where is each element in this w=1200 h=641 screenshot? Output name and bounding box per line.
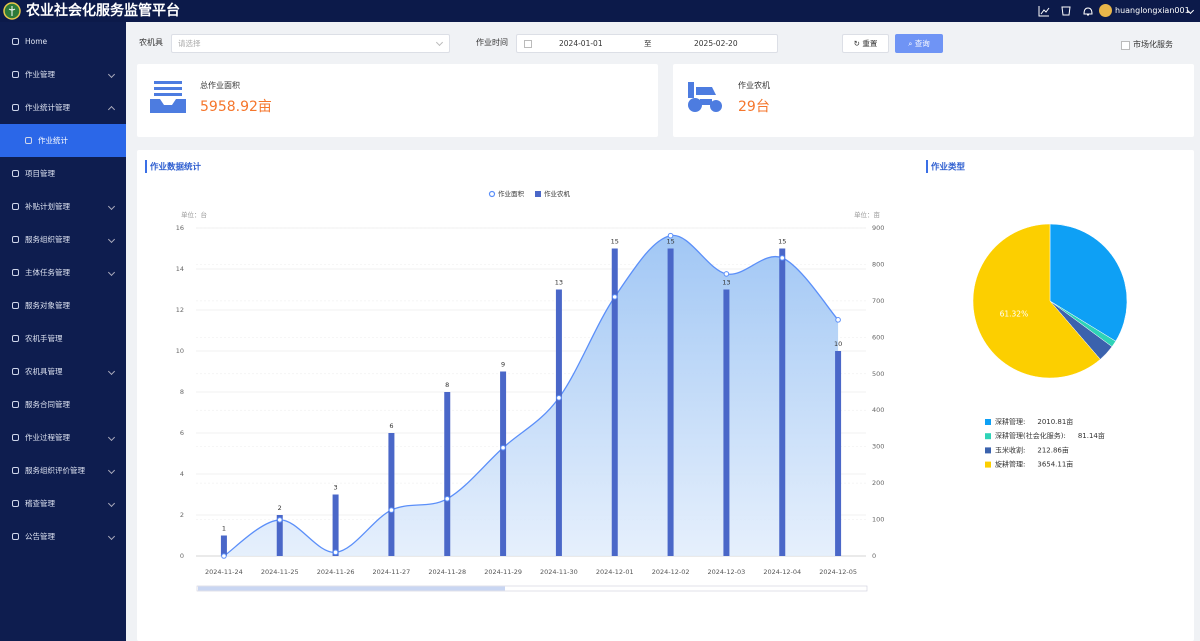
y2-tick-label: 200 [872, 479, 884, 487]
y2-tick-label: 600 [872, 333, 884, 341]
y2-tick-label: 300 [872, 443, 884, 451]
legend-marker [985, 447, 991, 453]
y2-tick-label: 800 [872, 260, 884, 268]
x-tick-label: 2024-12-03 [708, 568, 746, 576]
bar-value-label: 15 [778, 238, 786, 246]
title-accent [926, 160, 928, 173]
bar-value-label: 13 [555, 279, 563, 287]
line-point [612, 295, 617, 300]
x-tick-label: 2024-12-05 [819, 568, 857, 576]
x-tick-label: 2024-12-01 [596, 568, 634, 576]
x-tick-label: 2024-11-27 [373, 568, 411, 576]
y-tick-label: 6 [180, 429, 184, 437]
bar [556, 290, 562, 557]
x-tick-label: 2024-11-29 [484, 568, 522, 576]
legend-value: 212.86亩 [1037, 445, 1069, 454]
x-tick-label: 2024-11-24 [205, 568, 243, 576]
area [224, 235, 838, 556]
bar-value-label: 10 [834, 340, 842, 348]
legend-label[interactable]: 深耕管理(社会化服务): [995, 431, 1066, 440]
y-tick-label: 10 [176, 347, 184, 355]
line-point [222, 554, 227, 559]
line-point [501, 445, 506, 450]
legend-label[interactable]: 作业农机 [544, 189, 571, 198]
line-point [277, 518, 282, 523]
y2-tick-label: 0 [872, 552, 876, 560]
bar-value-label: 9 [501, 361, 505, 369]
x-tick-label: 2024-11-30 [540, 568, 578, 576]
legend-marker [985, 419, 991, 425]
bar [444, 392, 450, 556]
line-point [836, 318, 841, 323]
bar-value-label: 15 [611, 238, 619, 246]
bar-value-label: 6 [389, 422, 393, 430]
legend-marker [535, 191, 541, 197]
x-tick-label: 2024-11-26 [317, 568, 355, 576]
line-point [389, 508, 394, 513]
bar [723, 290, 729, 557]
bar-value-label: 13 [722, 279, 730, 287]
bar [835, 351, 841, 556]
bar [388, 433, 394, 556]
y2-tick-label: 500 [872, 370, 884, 378]
y-tick-label: 0 [180, 552, 184, 560]
bar-value-label: 3 [334, 484, 338, 492]
line-point [724, 272, 729, 277]
y-unit-label: 单位：台 [181, 210, 207, 219]
legend-marker [985, 433, 991, 439]
chart-title: 作业数据统计 [150, 162, 202, 173]
y-tick-label: 14 [176, 265, 184, 273]
y2-tick-label: 100 [872, 516, 884, 524]
y2-tick-label: 400 [872, 406, 884, 414]
x-tick-label: 2024-12-04 [763, 568, 801, 576]
bar [668, 249, 674, 557]
bar-value-label: 1 [222, 525, 226, 533]
line-point [557, 396, 562, 401]
line-point [333, 550, 338, 555]
legend-value: 81.14亩 [1078, 431, 1105, 440]
legend-value: 2010.81亩 [1037, 417, 1073, 426]
bar [333, 495, 339, 557]
legend-label[interactable]: 旋耕管理: [995, 460, 1025, 469]
legend-value: 3654.11亩 [1037, 460, 1073, 469]
legend-label[interactable]: 作业面积 [498, 189, 525, 198]
y2-tick-label: 700 [872, 297, 884, 305]
chart-title: 作业类型 [931, 162, 966, 173]
y2-tick-label: 900 [872, 224, 884, 232]
x-tick-label: 2024-11-25 [261, 568, 299, 576]
bar-value-label: 2 [278, 504, 282, 512]
zoom-window[interactable] [198, 587, 505, 591]
line-point [780, 256, 785, 261]
x-tick-label: 2024-12-02 [652, 568, 690, 576]
line-point [668, 233, 673, 238]
x-tick-label: 2024-11-28 [428, 568, 466, 576]
line-point [445, 496, 450, 501]
legend-label[interactable]: 玉米收割: [995, 445, 1025, 454]
bar [779, 249, 785, 557]
y-tick-label: 8 [180, 388, 184, 396]
bar-value-label: 8 [445, 381, 449, 389]
y-tick-label: 4 [180, 470, 184, 478]
y-tick-label: 2 [180, 511, 184, 519]
bar-value-label: 15 [666, 238, 674, 246]
y2-unit-label: 单位：亩 [854, 210, 881, 219]
y-tick-label: 12 [176, 306, 184, 314]
title-accent [145, 160, 147, 173]
legend-marker [985, 462, 991, 468]
bar [221, 536, 227, 557]
legend-marker [490, 192, 495, 197]
slice-label: 61.32% [1000, 309, 1029, 318]
bar [500, 372, 506, 557]
y-tick-label: 16 [176, 224, 184, 232]
legend-label[interactable]: 深耕管理: [995, 417, 1025, 426]
